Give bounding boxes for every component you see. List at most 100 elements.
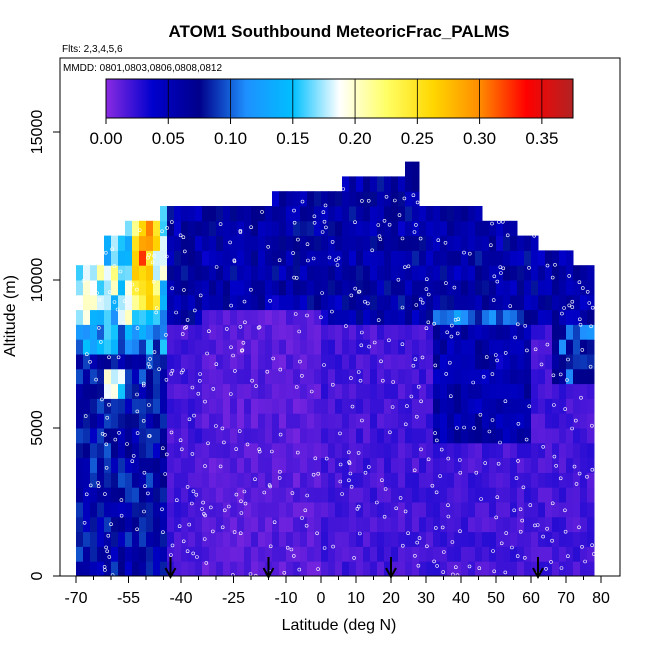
sample-point	[411, 193, 416, 197]
heatmap-cell	[552, 502, 560, 518]
heatmap-cell	[125, 235, 133, 251]
heatmap-cell	[587, 428, 595, 444]
heatmap-cell	[223, 280, 231, 296]
heatmap-cell	[454, 472, 462, 488]
dates-label: MMDD: 0801,0803,0806,0808,0812	[63, 63, 222, 74]
heatmap-cell	[349, 487, 357, 503]
heatmap-cell	[293, 457, 301, 473]
heatmap-cell	[496, 354, 504, 370]
heatmap-cell	[405, 265, 413, 281]
sample-point	[88, 483, 93, 488]
sample-point	[135, 287, 139, 292]
heatmap-cell	[440, 516, 448, 533]
chart-title: ATOM1 Southbound MeteoricFrac_PALMS	[169, 22, 510, 41]
sample-point	[518, 507, 523, 512]
heatmap-cell	[489, 472, 497, 488]
heatmap-cell	[104, 413, 112, 429]
sample-point	[420, 355, 425, 360]
heatmap-cell	[104, 516, 112, 533]
heatmap-cell	[279, 472, 287, 488]
heatmap-cell	[559, 546, 567, 562]
sample-point	[471, 380, 476, 385]
heatmap-cell	[272, 383, 280, 399]
sample-point	[238, 531, 243, 536]
heatmap-cell	[265, 442, 273, 459]
sample-point	[96, 480, 100, 485]
heatmap-cell	[97, 442, 105, 459]
heatmap-cell	[384, 339, 392, 355]
heatmap-cell	[440, 442, 448, 459]
heatmap-cell	[363, 413, 371, 429]
heatmap-cell	[356, 502, 364, 518]
heatmap-cell	[118, 398, 126, 414]
heatmap-cell	[335, 206, 343, 222]
heatmap-cell	[342, 220, 350, 237]
heatmap-cell	[132, 502, 140, 518]
x-tick-label: -70	[64, 590, 87, 607]
heatmap-cell	[545, 428, 553, 444]
heatmap-cell	[426, 354, 434, 370]
sample-point	[563, 529, 568, 534]
heatmap-cell	[405, 220, 413, 237]
heatmap-cell	[384, 457, 392, 473]
heatmap-cell	[300, 250, 308, 266]
sample-point	[193, 308, 197, 313]
heatmap-cell	[272, 546, 280, 562]
heatmap-cell	[356, 220, 364, 237]
sample-point	[366, 301, 370, 306]
heatmap-cell	[139, 368, 147, 385]
heatmap-cell	[139, 502, 147, 518]
heatmap-cell	[272, 265, 280, 281]
heatmap-cell	[538, 265, 546, 281]
heatmap-cell	[272, 354, 280, 370]
heatmap-cell	[314, 383, 322, 399]
heatmap-cell	[545, 516, 553, 533]
heatmap-cell	[384, 531, 392, 547]
heatmap-cell	[258, 472, 266, 488]
heatmap-cell	[83, 294, 91, 311]
heatmap-cell	[384, 294, 392, 311]
heatmap-cell	[440, 354, 448, 370]
heatmap-cell	[524, 309, 532, 325]
heatmap-cell	[125, 324, 133, 340]
heatmap-cell	[398, 206, 406, 222]
heatmap-cell	[398, 398, 406, 414]
sample-point	[320, 230, 325, 234]
heatmap-cell	[349, 206, 357, 222]
sample-point	[585, 289, 590, 294]
heatmap-cell	[97, 339, 105, 355]
sample-point	[484, 355, 489, 359]
heatmap-cell	[503, 250, 511, 266]
sample-point	[119, 498, 124, 502]
sample-point	[271, 356, 276, 361]
heatmap-cell	[328, 472, 336, 488]
heatmap-cell	[566, 280, 574, 296]
heatmap-cell	[587, 457, 595, 473]
heatmap-cell	[503, 413, 511, 429]
heatmap-cell	[349, 442, 357, 459]
heatmap-cell	[286, 368, 294, 385]
sample-point	[544, 566, 548, 571]
sample-point	[366, 199, 371, 203]
heatmap-cell	[454, 502, 462, 518]
heatmap-cell	[76, 294, 84, 311]
heatmap-cell	[321, 383, 329, 399]
sample-point	[458, 529, 462, 534]
heatmap-cell	[440, 487, 448, 503]
heatmap-cell	[237, 265, 245, 281]
heatmap-cell	[244, 472, 252, 488]
heatmap-cell	[468, 413, 476, 429]
heatmap-cell	[384, 561, 392, 576]
heatmap-cell	[195, 502, 203, 518]
heatmap-cell	[230, 442, 238, 459]
heatmap-cell	[104, 428, 112, 444]
sample-point	[518, 529, 523, 534]
heatmap-cell	[202, 516, 210, 533]
heatmap-cell	[314, 339, 322, 355]
heatmap-cell	[209, 472, 217, 488]
heatmap-cell	[132, 442, 140, 459]
heatmap-cell	[517, 516, 525, 533]
heatmap-cell	[587, 472, 595, 488]
heatmap-cell	[573, 561, 581, 576]
